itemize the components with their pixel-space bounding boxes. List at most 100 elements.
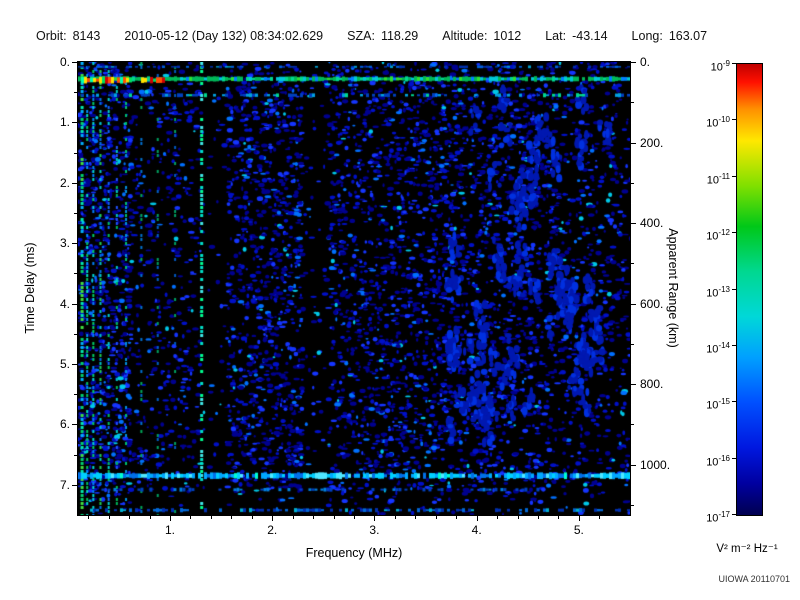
longitude-label: Long: (631, 29, 663, 43)
x-tick-mark (272, 516, 274, 521)
y-tick-mark (72, 182, 77, 184)
y-minor-tick-mark (74, 213, 77, 214)
x-minor-tick-mark (435, 516, 437, 519)
y-tick-mark (72, 122, 77, 124)
y2-tick-label: 200. (640, 135, 664, 150)
sza-value: 118.29 (380, 29, 419, 43)
colorbar-tick-mark (732, 344, 736, 346)
colorbar-tick-label: 10-13 (706, 284, 730, 300)
plot-frame (77, 61, 631, 516)
sza-field: SZA: 118.29 (347, 29, 418, 43)
x-minor-tick-mark (415, 516, 417, 519)
x-minor-tick-mark (190, 516, 192, 519)
x-axis-label: Frequency (MHz) (305, 546, 403, 560)
x-minor-tick-mark (558, 516, 560, 519)
y2-minor-tick-mark (631, 343, 634, 345)
y2-tick-label: 400. (640, 216, 664, 231)
y-tick-mark (72, 484, 77, 486)
colorbar-tick-mark (732, 514, 736, 515)
x-minor-tick-mark (354, 516, 355, 519)
x-minor-tick-mark (210, 516, 212, 519)
x-minor-tick-mark (517, 516, 519, 519)
datetime-field: 2010-05-12 (Day 132) 08:34:02.629 (124, 29, 323, 43)
colorbar-tick-mark (732, 119, 736, 121)
y2-minor-tick-mark (631, 102, 634, 104)
latitude-value: -43.14 (572, 29, 608, 43)
x-tick-label: 4. (471, 523, 482, 537)
altitude-value: 1012 (493, 29, 522, 43)
y-minor-tick-mark (74, 454, 77, 456)
y-tick-label: 6. (59, 417, 70, 432)
colorbar-unit-label: V² m⁻² Hz⁻¹ (716, 543, 778, 555)
sza-label: SZA: (347, 29, 375, 43)
y-tick-label: 0. (59, 55, 70, 69)
orbit-field: Orbit: 8143 (36, 29, 100, 43)
x-minor-tick-mark (88, 516, 90, 519)
colorbar-tick-label: 10-12 (706, 228, 730, 243)
y2-tick-mark (631, 384, 636, 386)
header: Orbit: 8143 2010-05-12 (Day 132) 08:34:0… (36, 29, 707, 43)
colorbar-tick-label: 10-10 (706, 115, 730, 131)
y-tick-label: 3. (59, 236, 70, 251)
y2-tick-mark (631, 223, 636, 225)
colorbar-tick-label: 10-17 (706, 510, 730, 525)
x-minor-tick-mark (251, 516, 253, 519)
x-minor-tick-mark (538, 516, 539, 519)
x-minor-tick-mark (292, 516, 294, 519)
y-tick-label: 5. (59, 357, 70, 371)
datetime-value: 2010-05-12 (Day 132) 08:34:02.629 (124, 29, 324, 43)
colorbar-tick-label: 10-9 (710, 59, 730, 74)
x-tick-label: 2. (267, 523, 278, 537)
colorbar-tick-mark (732, 457, 736, 459)
colorbar-tick-mark (732, 288, 736, 290)
y2-tick-label: 1000. (640, 457, 671, 472)
y2-minor-tick-mark (631, 263, 634, 265)
y-minor-tick-mark (74, 273, 77, 275)
colorbar-gradient (737, 64, 762, 515)
latitude-label: Lat: (545, 29, 567, 43)
colorbar-tick-mark (732, 63, 736, 64)
x-tick-mark (578, 516, 580, 521)
y-axis-label: Time Delay (ms) (23, 242, 37, 334)
y2-axis-label: Apparent Range (km) (666, 228, 680, 348)
credit-text: UIOWA 20110701 (718, 574, 790, 584)
x-minor-tick-mark (149, 516, 151, 519)
y-tick-mark (72, 243, 77, 245)
y-tick-mark (72, 62, 77, 63)
y-tick-label: 1. (59, 115, 70, 130)
x-minor-tick-mark (599, 516, 601, 519)
x-minor-tick-mark (394, 516, 396, 519)
colorbar-tick-mark (732, 232, 736, 234)
y2-minor-tick-mark (631, 424, 634, 426)
colorbar-tick-label: 10-15 (706, 397, 730, 412)
longitude-value: 163.07 (668, 29, 708, 43)
x-minor-tick-mark (313, 516, 315, 519)
y-tick-mark (72, 364, 77, 365)
y2-tick-mark (631, 62, 636, 63)
x-minor-tick-mark (497, 516, 499, 519)
colorbar-tick-label: 10-14 (706, 340, 730, 356)
y2-tick-label: 600. (640, 296, 664, 311)
y-tick-label: 2. (59, 175, 70, 190)
x-minor-tick-mark (333, 516, 335, 519)
x-tick-label: 5. (573, 523, 584, 537)
x-minor-tick-mark (129, 516, 131, 519)
x-tick-mark (170, 516, 171, 521)
colorbar-tick-label: 10-11 (706, 171, 730, 187)
y-tick-mark (72, 303, 77, 305)
colorbar (736, 63, 763, 516)
y-minor-tick-mark (74, 333, 77, 335)
colorbar-tick-label: 10-16 (706, 453, 730, 469)
y-minor-tick-mark (74, 92, 77, 94)
y-tick-label: 4. (59, 296, 70, 311)
y2-minor-tick-mark (631, 182, 634, 184)
orbit-value: 8143 (72, 29, 101, 43)
x-minor-tick-mark (231, 516, 233, 519)
colorbar-tick-mark (732, 175, 736, 177)
y-tick-label: 7. (59, 477, 70, 492)
x-minor-tick-mark (456, 516, 458, 519)
y-minor-tick-mark (74, 152, 77, 154)
colorbar-tick-mark (732, 401, 736, 403)
x-tick-mark (476, 516, 478, 521)
